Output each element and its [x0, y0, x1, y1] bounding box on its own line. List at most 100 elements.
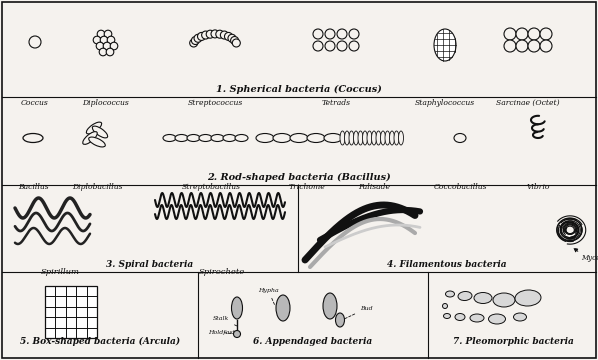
Ellipse shape	[307, 134, 325, 143]
Ellipse shape	[211, 135, 224, 141]
Circle shape	[97, 30, 105, 38]
Ellipse shape	[323, 293, 337, 319]
Ellipse shape	[83, 132, 97, 144]
Ellipse shape	[367, 131, 372, 145]
Text: Vibrio: Vibrio	[526, 183, 550, 191]
Ellipse shape	[256, 134, 274, 143]
Circle shape	[313, 29, 323, 39]
Circle shape	[504, 28, 516, 40]
Ellipse shape	[454, 134, 466, 143]
Ellipse shape	[376, 131, 381, 145]
Ellipse shape	[23, 134, 43, 143]
Circle shape	[221, 31, 228, 39]
Circle shape	[325, 41, 335, 51]
Ellipse shape	[489, 314, 505, 324]
Circle shape	[216, 30, 224, 38]
Circle shape	[194, 34, 202, 42]
Circle shape	[337, 41, 347, 51]
Circle shape	[110, 42, 118, 50]
Text: Streptococcus: Streptococcus	[187, 99, 243, 107]
Ellipse shape	[380, 131, 386, 145]
Ellipse shape	[443, 303, 447, 309]
Circle shape	[96, 42, 104, 50]
Circle shape	[103, 42, 111, 50]
Ellipse shape	[474, 292, 492, 303]
Circle shape	[504, 40, 516, 52]
Ellipse shape	[276, 295, 290, 321]
Ellipse shape	[434, 29, 456, 61]
Ellipse shape	[353, 131, 358, 145]
Circle shape	[107, 36, 115, 44]
Ellipse shape	[515, 290, 541, 306]
Ellipse shape	[199, 135, 212, 141]
Text: Holdfast: Holdfast	[208, 330, 235, 335]
Ellipse shape	[470, 314, 484, 322]
Circle shape	[99, 48, 107, 56]
Text: Streptobacillus: Streptobacillus	[182, 183, 241, 191]
Text: Spirillum: Spirillum	[41, 268, 80, 276]
Circle shape	[100, 36, 108, 44]
Ellipse shape	[273, 134, 291, 143]
Ellipse shape	[446, 291, 454, 297]
Ellipse shape	[187, 135, 200, 141]
Circle shape	[233, 330, 240, 338]
Text: Tetrads: Tetrads	[322, 99, 350, 107]
Circle shape	[349, 29, 359, 39]
Text: Staphylococcus: Staphylococcus	[415, 99, 475, 107]
Ellipse shape	[89, 137, 105, 147]
Ellipse shape	[290, 134, 308, 143]
Ellipse shape	[231, 297, 243, 319]
Text: Spirochete: Spirochete	[199, 268, 245, 276]
Ellipse shape	[223, 135, 236, 141]
Ellipse shape	[444, 314, 450, 319]
Text: Stalk: Stalk	[213, 316, 237, 326]
Ellipse shape	[340, 131, 345, 145]
Circle shape	[228, 34, 236, 42]
Circle shape	[516, 40, 528, 52]
Circle shape	[211, 30, 219, 38]
Circle shape	[540, 40, 552, 52]
Text: Mycelium: Mycelium	[581, 254, 598, 262]
Circle shape	[325, 29, 335, 39]
Circle shape	[528, 28, 540, 40]
Text: 6. Appendaged bacteria: 6. Appendaged bacteria	[254, 337, 373, 346]
Ellipse shape	[335, 313, 344, 327]
Ellipse shape	[385, 131, 390, 145]
Circle shape	[93, 36, 101, 44]
Ellipse shape	[175, 135, 188, 141]
Ellipse shape	[358, 131, 363, 145]
Text: 1. Spherical bacteria (Ċoccus): 1. Spherical bacteria (Ċoccus)	[216, 85, 382, 94]
Circle shape	[202, 31, 210, 39]
Text: 4. Filamentous bacteria: 4. Filamentous bacteria	[387, 260, 507, 269]
Ellipse shape	[344, 131, 349, 145]
Circle shape	[224, 32, 233, 40]
Text: 3. Spiral bacteria: 3. Spiral bacteria	[106, 260, 194, 269]
Text: 2. Rod-shaped bacteria (Bacillus): 2. Rod-shaped bacteria (Bacillus)	[207, 173, 391, 182]
Text: 5. Box-shaped bacteria (Arcula): 5. Box-shaped bacteria (Arcula)	[20, 337, 180, 346]
Circle shape	[528, 40, 540, 52]
Ellipse shape	[514, 313, 526, 321]
Circle shape	[516, 28, 528, 40]
Ellipse shape	[458, 292, 472, 301]
Ellipse shape	[398, 131, 404, 145]
Text: Bacillus: Bacillus	[18, 183, 48, 191]
Text: Hypha: Hypha	[258, 288, 279, 305]
Ellipse shape	[394, 131, 399, 145]
Ellipse shape	[389, 131, 395, 145]
Text: Diplobacillus: Diplobacillus	[72, 183, 122, 191]
Circle shape	[197, 32, 206, 40]
Circle shape	[191, 36, 199, 45]
Ellipse shape	[362, 131, 368, 145]
Circle shape	[349, 41, 359, 51]
Ellipse shape	[455, 314, 465, 320]
Ellipse shape	[324, 134, 342, 143]
Text: Sarcinae (Octet): Sarcinae (Octet)	[496, 99, 560, 107]
Circle shape	[106, 48, 114, 56]
Text: Bud: Bud	[344, 306, 373, 319]
Circle shape	[232, 39, 240, 47]
Circle shape	[190, 39, 198, 47]
Ellipse shape	[371, 131, 377, 145]
Ellipse shape	[163, 135, 176, 141]
Ellipse shape	[86, 122, 102, 134]
Circle shape	[104, 30, 112, 38]
